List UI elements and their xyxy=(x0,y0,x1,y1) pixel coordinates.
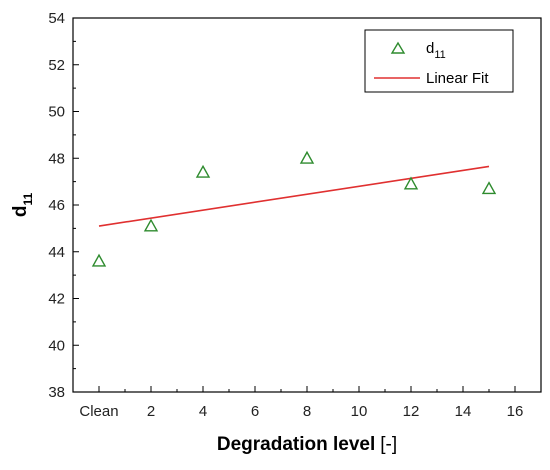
legend-label-linear-fit: Linear Fit xyxy=(426,70,489,87)
y-axis-title-text: d xyxy=(10,206,31,218)
legend-label-d11: d11 xyxy=(426,40,446,61)
legend-marker-triangle xyxy=(390,41,406,54)
series-layer xyxy=(91,150,497,267)
x-tick-label: 8 xyxy=(303,403,311,420)
y-tick-label: 48 xyxy=(48,150,65,167)
legend: d11 Linear Fit xyxy=(364,29,514,93)
linear-fit-line xyxy=(98,165,490,227)
y-tick-label: 54 xyxy=(48,10,65,27)
legend-label-d11-text: d xyxy=(426,40,434,57)
x-tick-label: 6 xyxy=(251,403,259,420)
x-tick-label: 2 xyxy=(147,403,155,420)
y-axis: 38 40 42 44 46 48 50 52 54 xyxy=(48,10,79,401)
y-tick-label: 42 xyxy=(48,291,65,308)
y-tick-label: 50 xyxy=(48,104,65,121)
legend-box xyxy=(364,29,514,93)
y-axis-title-subscript: 11 xyxy=(21,193,35,206)
x-tick-label: Clean xyxy=(79,403,118,420)
y-tick-label: 44 xyxy=(48,244,65,261)
data-point xyxy=(403,176,419,190)
data-point xyxy=(143,218,159,232)
y-tick-label: 52 xyxy=(48,57,65,74)
x-tick-label: 16 xyxy=(507,403,524,420)
x-tick-label: 4 xyxy=(199,403,207,420)
x-axis: Clean 2 4 6 8 10 12 14 16 xyxy=(79,386,523,420)
data-point xyxy=(481,181,497,195)
y-axis-title: d11 xyxy=(10,193,35,218)
data-point xyxy=(195,164,211,178)
x-axis-unit: [-] xyxy=(380,434,397,455)
x-tick-label: 12 xyxy=(403,403,420,420)
x-tick-label: 10 xyxy=(351,403,368,420)
x-axis-title: Degradation level [-] xyxy=(217,434,397,455)
data-point xyxy=(299,150,315,164)
y-tick-label: 40 xyxy=(48,337,65,354)
legend-label-d11-subscript: 11 xyxy=(434,49,445,61)
y-tick-label: 38 xyxy=(48,384,65,401)
x-tick-label: 14 xyxy=(455,403,472,420)
y-tick-label: 46 xyxy=(48,197,65,214)
data-point xyxy=(91,253,107,267)
x-axis-title-text: Degradation level xyxy=(217,434,375,455)
